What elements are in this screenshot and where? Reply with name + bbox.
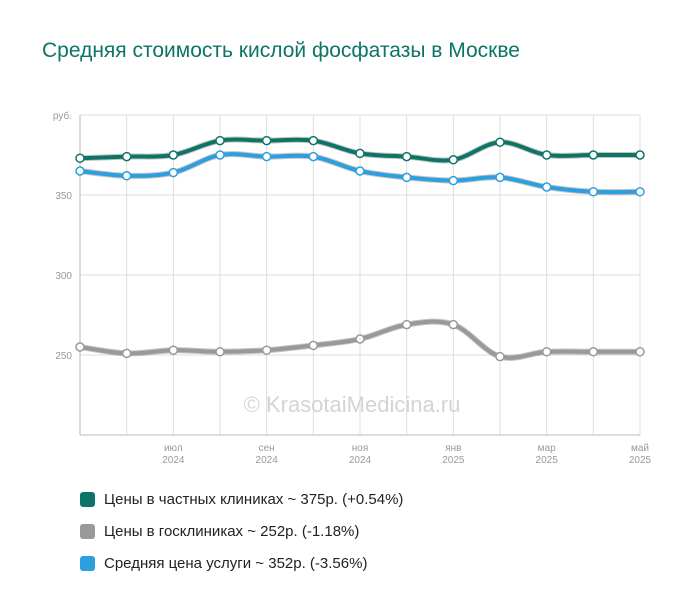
- data-point-average: [401, 172, 412, 183]
- data-point-average: [308, 151, 319, 162]
- data-point-average: [121, 171, 132, 181]
- data-point-private: [401, 151, 412, 162]
- data-point-average: [588, 187, 599, 197]
- data-point-public: [215, 347, 225, 357]
- legend: Цены в частных клиниках ~ 375р. (+0.54%)…: [80, 483, 403, 579]
- data-point-public: [75, 342, 85, 352]
- y-tick-label: 300: [55, 271, 72, 282]
- data-point-public: [355, 334, 365, 344]
- legend-item-public[interactable]: Цены в госклиниках ~ 252р. (-1.18%): [80, 515, 403, 547]
- data-point-public: [495, 351, 505, 362]
- data-point-private: [75, 153, 85, 163]
- data-point-public: [261, 345, 272, 355]
- data-point-private: [541, 150, 552, 160]
- data-point-public: [168, 345, 179, 355]
- legend-swatch-private: [80, 491, 95, 507]
- x-tick-month: янв: [445, 443, 461, 454]
- data-point-public: [588, 347, 599, 357]
- legend-swatch-average: [80, 555, 95, 571]
- watermark: © KrasotaiMedicina.ru: [244, 392, 461, 417]
- data-point-private: [355, 148, 365, 159]
- data-point-private: [635, 150, 645, 160]
- x-tick-month: мар: [538, 443, 556, 454]
- x-tick-year: 2024: [349, 455, 372, 466]
- legend-item-private[interactable]: Цены в частных клиниках ~ 375р. (+0.54%): [80, 483, 403, 515]
- data-point-public: [635, 347, 645, 357]
- data-point-private: [261, 135, 272, 146]
- x-tick-year: 2024: [162, 455, 185, 466]
- y-tick-label: 250: [55, 351, 72, 362]
- y-axis-label: руб.: [53, 110, 72, 122]
- data-point-average: [541, 182, 552, 192]
- legend-swatch-public: [80, 523, 95, 539]
- x-tick-year: 2024: [256, 455, 279, 466]
- x-tick-year: 2025: [442, 455, 465, 466]
- y-tick-label: 350: [55, 191, 72, 202]
- x-tick-year: 2025: [629, 455, 652, 466]
- data-point-public: [541, 347, 552, 357]
- data-point-private: [495, 137, 505, 147]
- data-point-average: [75, 166, 85, 176]
- data-point-average: [495, 172, 505, 183]
- data-point-private: [588, 150, 599, 160]
- line-chart: 250300350руб.июл2024сен2024ноя2024янв202…: [53, 110, 652, 466]
- data-point-private: [168, 150, 179, 160]
- x-tick-month: ноя: [352, 443, 369, 454]
- data-point-average: [448, 175, 459, 186]
- chart-title: Средняя стоимость кислой фосфатазы в Мос…: [42, 39, 520, 62]
- data-point-average: [215, 150, 225, 160]
- data-point-public: [448, 319, 459, 330]
- data-point-private: [308, 135, 319, 146]
- data-point-average: [355, 166, 365, 176]
- x-tick-year: 2025: [536, 455, 559, 466]
- legend-item-average[interactable]: Средняя цена услуги ~ 352р. (-3.56%): [80, 547, 403, 579]
- x-tick-month: май: [631, 443, 649, 454]
- data-point-public: [401, 319, 412, 330]
- x-tick-month: сен: [259, 443, 275, 454]
- legend-label-public: Цены в госклиниках ~ 252р. (-1.18%): [104, 522, 360, 540]
- data-point-average: [261, 151, 272, 162]
- data-point-public: [121, 348, 132, 359]
- data-point-average: [635, 187, 645, 197]
- data-point-private: [215, 135, 225, 146]
- x-tick-month: июл: [164, 443, 183, 454]
- data-point-private: [121, 151, 132, 162]
- legend-label-average: Средняя цена услуги ~ 352р. (-3.56%): [104, 554, 368, 572]
- data-point-private: [448, 155, 459, 165]
- legend-label-private: Цены в частных клиниках ~ 375р. (+0.54%): [104, 490, 404, 508]
- data-point-average: [168, 167, 179, 178]
- data-point-public: [308, 340, 319, 351]
